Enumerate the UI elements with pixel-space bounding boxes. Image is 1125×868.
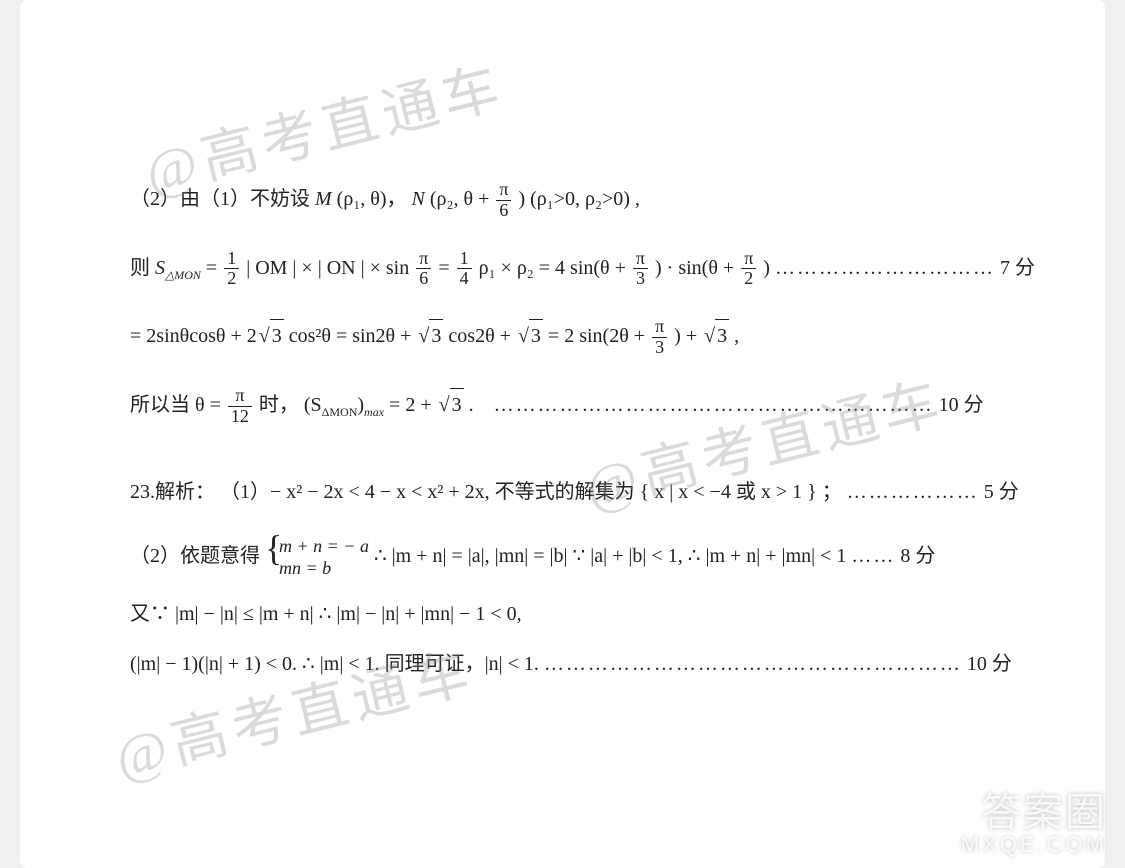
sqrt3: 3 [437, 388, 464, 421]
leader-dots: …… [851, 546, 895, 568]
problem-number: 23.解析： [130, 481, 215, 503]
text: 则 [130, 256, 155, 278]
text: = 2sinθcosθ + 2 [130, 325, 257, 347]
text: 所以当 θ = [130, 394, 226, 416]
denominator: 4 [457, 268, 472, 289]
document-page: @高考直通车 @高考直通车 @高考直通车 （2）由（1）不妨设 M (ρ₁, θ… [20, 0, 1105, 868]
p22-expand: = 2sinθcosθ + 2 3 cos²θ = sin2θ + 3 cos2θ… [130, 317, 1010, 358]
radicand: 3 [429, 319, 443, 352]
sqrt3: 3 [702, 319, 729, 352]
numerator: 1 [457, 249, 472, 269]
frac-quarter: 1 4 [457, 249, 472, 290]
text: = [438, 256, 454, 278]
text: . [469, 394, 474, 416]
denominator: 6 [416, 268, 431, 289]
frac-half: 1 2 [224, 249, 239, 290]
leader-dots: ………………………………………………… [544, 653, 962, 675]
text: ) [518, 188, 525, 210]
text: (ρ₁>0, ρ₂>0) , [530, 188, 640, 210]
denominator: 2 [741, 268, 756, 289]
text: = [206, 256, 222, 278]
sqrt3: 3 [516, 319, 543, 352]
score-10: 10 分 [967, 653, 1012, 675]
equation-system: m + n = − a mn = b [265, 536, 369, 579]
p22-setup: （2）由（1）不妨设 M (ρ₁, θ)， N (ρ₂, θ + π 6 ) (… [130, 180, 1010, 221]
frac-pi-3: π 3 [652, 317, 667, 358]
numerator: π [496, 180, 511, 200]
numerator: π [633, 249, 648, 269]
frac-pi-2: π 2 [741, 249, 756, 290]
denominator: 6 [496, 200, 511, 221]
text: （2）由（1）不妨设 [130, 188, 315, 210]
denominator: 12 [228, 406, 252, 427]
p22-max: 所以当 θ = π 12 时， (SΔMON)max = 2 + 3 . ………… [130, 386, 1010, 427]
frac-pi-6: π 6 [416, 249, 431, 290]
text: ； [822, 481, 842, 503]
radicand: 3 [450, 388, 464, 421]
S-symbol: S [155, 256, 165, 278]
radicand: 3 [529, 319, 543, 352]
text: 时， [259, 394, 299, 416]
text: , [734, 325, 739, 347]
frac-pi-6: π 6 [496, 180, 511, 221]
text: ρ₁ × ρ₂ = 4 sin(θ + [479, 256, 631, 278]
sys-row-1: m + n = − a [279, 536, 369, 558]
leader-dots: ………………………… [775, 256, 995, 278]
frac-pi-3: π 3 [633, 249, 648, 290]
radicand: 3 [715, 319, 729, 352]
text: (S [304, 394, 322, 416]
max-subscript: max [364, 405, 384, 419]
score-10: 10 分 [939, 394, 984, 416]
denominator: 3 [633, 268, 648, 289]
point-M: M [315, 188, 332, 210]
numerator: 1 [224, 249, 239, 269]
text: ) + [674, 325, 702, 347]
p22-area-line: 则 S△MON = 1 2 | OM | × | ON | × sin π 6 … [130, 249, 1010, 290]
denominator: 3 [652, 337, 667, 358]
score-5: 5 分 [984, 481, 1019, 503]
p23-part2c: (|m| − 1)(|n| + 1) < 0. ∴ |m| < 1. 同理可证，… [130, 648, 1010, 680]
text: | OM | × | ON | × sin [246, 256, 414, 278]
sqrt3: 3 [257, 319, 284, 352]
text: ) [763, 256, 775, 278]
text: （2）依题意得 [130, 546, 260, 568]
S-subscript: △MON [165, 267, 201, 281]
leader-dots: …………………………………………………… [494, 394, 934, 416]
numerator: π [228, 386, 252, 406]
numerator: π [741, 249, 756, 269]
sqrt3: 3 [416, 319, 443, 352]
text: cos²θ = sin2θ + [289, 325, 417, 347]
text: （1）− x² − 2x < 4 − x < x² + 2x, 不等式的解集为 [220, 481, 640, 503]
text: (|m| − 1)(|n| + 1) < 0. ∴ |m| < 1. 同理可证，… [130, 653, 539, 675]
subscript: ΔMON [322, 405, 358, 419]
score-8: 8 分 [900, 546, 935, 568]
denominator: 2 [224, 268, 239, 289]
point-N: N [412, 188, 425, 210]
radicand: 3 [270, 319, 284, 352]
sys-row-2: mn = b [279, 558, 369, 580]
numerator: π [652, 317, 667, 337]
p23-part1: 23.解析： （1）− x² − 2x < 4 − x < x² + 2x, 不… [130, 476, 1010, 508]
p23-part2b: 又∵ |m| − |n| ≤ |m + n| ∴ |m| − |n| + |mn… [130, 598, 1010, 630]
solution-set: { x | x < −4 或 x > 1 } [640, 481, 817, 503]
text: = 2 sin(2θ + [548, 325, 650, 347]
text: cos2θ + [448, 325, 516, 347]
text: (ρ₂, θ + [430, 188, 494, 210]
numerator: π [416, 249, 431, 269]
text: 又∵ |m| − |n| ≤ |m + n| ∴ |m| − |n| + |mn… [130, 603, 522, 625]
text: ) · sin(θ + [655, 256, 739, 278]
p23-part2a: （2）依题意得 m + n = − a mn = b ∴ |m + n| = |… [130, 536, 1010, 579]
text: = 2 + [389, 394, 437, 416]
frac-pi-12: π 12 [228, 386, 252, 427]
leader-dots: ……………… [847, 481, 979, 503]
text: (ρ₁, θ)， [337, 188, 407, 210]
score-7: 7 分 [1000, 256, 1035, 278]
top-spacer [130, 50, 1010, 180]
text: ∴ |m + n| = |a|, |mn| = |b| ∵ |a| + |b| … [374, 546, 846, 568]
